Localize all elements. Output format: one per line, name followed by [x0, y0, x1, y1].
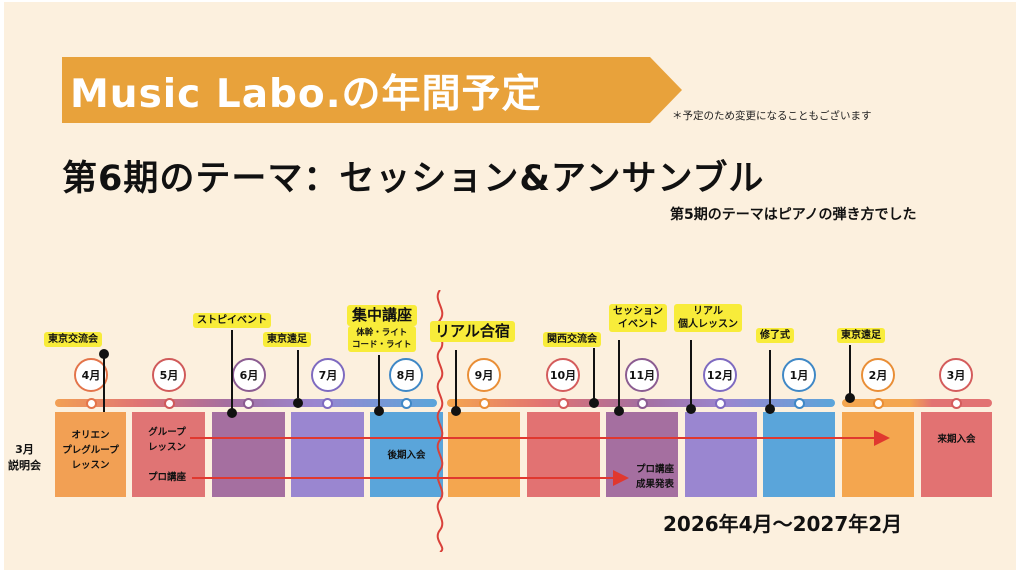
event-dot — [765, 404, 775, 414]
month-circle-may: 5月 — [152, 358, 186, 392]
month-block-jan — [763, 412, 835, 497]
event-connector — [690, 340, 692, 408]
month-circle-mar: 3月 — [939, 358, 973, 392]
month-marker-jul — [322, 398, 333, 409]
month-block-oct — [527, 412, 600, 497]
event-tag-session-event: セッション イベント — [609, 304, 667, 332]
event-tag-real-camp: リアル合宿 — [430, 321, 515, 342]
month-circle-oct: 10月 — [546, 358, 580, 392]
orientation-label: オリエン プレグループ レッスン — [62, 430, 119, 471]
month-circle-jun: 6月 — [232, 358, 266, 392]
event-connector — [297, 350, 299, 398]
month-block-aug — [370, 412, 443, 497]
event-connector — [378, 355, 380, 408]
month-circle-feb: 2月 — [861, 358, 895, 392]
event-tag-completion-ceremony: 修了式 — [756, 328, 794, 343]
month-marker-jun — [243, 398, 254, 409]
month-block-apr — [55, 412, 126, 497]
month-circle-dec: 12月 — [703, 358, 737, 392]
month-marker-dec — [715, 398, 726, 409]
event-connector — [455, 350, 457, 410]
event-dot — [845, 393, 855, 403]
event-connector — [618, 340, 620, 410]
event-tag-real-private-lesson: リアル 個人レッスン — [674, 304, 742, 332]
month-marker-mar — [951, 398, 962, 409]
month-block-mar — [921, 412, 992, 497]
event-tag-tokyo-meetup: 東京交流会 — [44, 332, 102, 347]
timeline-bar-final — [842, 399, 992, 407]
page-title: Music Labo.の年間予定 — [70, 72, 542, 117]
month-marker-nov — [637, 398, 648, 409]
event-tag-intensive-course: 集中講座 — [347, 305, 418, 326]
group-lesson-label: グループ レッスン — [147, 427, 186, 453]
banner-arrow-shape — [62, 57, 682, 123]
event-connector — [231, 330, 233, 412]
title-banner: Music Labo.の年間予定 — [62, 57, 682, 123]
previous-theme-note: 第5期のテーマはピアノの弾き方でした — [670, 207, 917, 223]
month-circle-jan: 1月 — [782, 358, 816, 392]
month-circle-apr: 4月 — [74, 358, 108, 392]
month-block-jun — [212, 412, 285, 497]
event-dot — [374, 406, 384, 416]
event-tag-kansai-meetup: 関西交流会 — [543, 332, 601, 347]
schedule-period: 2026年4月〜2027年2月 — [663, 512, 903, 536]
event-dot — [227, 408, 237, 418]
event-dot — [614, 406, 624, 416]
event-connector — [593, 348, 595, 403]
month-circle-nov: 11月 — [625, 358, 659, 392]
pro-course-label: プロ講座 — [147, 472, 186, 483]
month-block-dec — [685, 412, 757, 497]
event-connector — [849, 345, 851, 398]
pro-course-presentation-label: プロ講座 成果発表 — [635, 464, 674, 490]
disclaimer-note: ＊予定のため変更になることもございます — [672, 110, 872, 122]
second-term-enrollment-label: 後期入会 — [387, 450, 426, 461]
next-term-enrollment-label: 来期入会 — [937, 434, 976, 445]
event-connector — [769, 350, 771, 408]
month-marker-feb — [873, 398, 884, 409]
event-dot — [99, 349, 109, 359]
month-marker-sep — [479, 398, 490, 409]
month-marker-apr — [86, 398, 97, 409]
month-block-may — [132, 412, 205, 497]
event-tag-tokyo-excursion: 東京遠足 — [263, 332, 311, 347]
event-dot — [686, 404, 696, 414]
month-block-jul — [291, 412, 364, 497]
month-block-sep — [448, 412, 520, 497]
month-circle-aug: 8月 — [389, 358, 423, 392]
theme-heading: 第6期のテーマ：セッション&アンサンブル — [62, 159, 765, 199]
month-marker-aug — [401, 398, 412, 409]
event-tag-intensive-detail: 体幹・ライト コード・ライト — [348, 326, 416, 352]
month-marker-oct — [558, 398, 569, 409]
event-connector — [103, 350, 105, 412]
event-tag-street-piano: ストピイベント — [193, 313, 271, 328]
month-marker-jan — [794, 398, 805, 409]
march-info-session-label: 3月 説明会 — [8, 443, 41, 472]
event-dot — [293, 398, 303, 408]
event-dot — [451, 406, 461, 416]
month-circle-jul: 7月 — [311, 358, 345, 392]
month-circle-sep: 9月 — [467, 358, 501, 392]
event-dot — [589, 398, 599, 408]
event-tag-tokyo-excursion-2: 東京遠足 — [837, 328, 885, 343]
month-block-feb — [842, 412, 914, 497]
month-marker-may — [164, 398, 175, 409]
